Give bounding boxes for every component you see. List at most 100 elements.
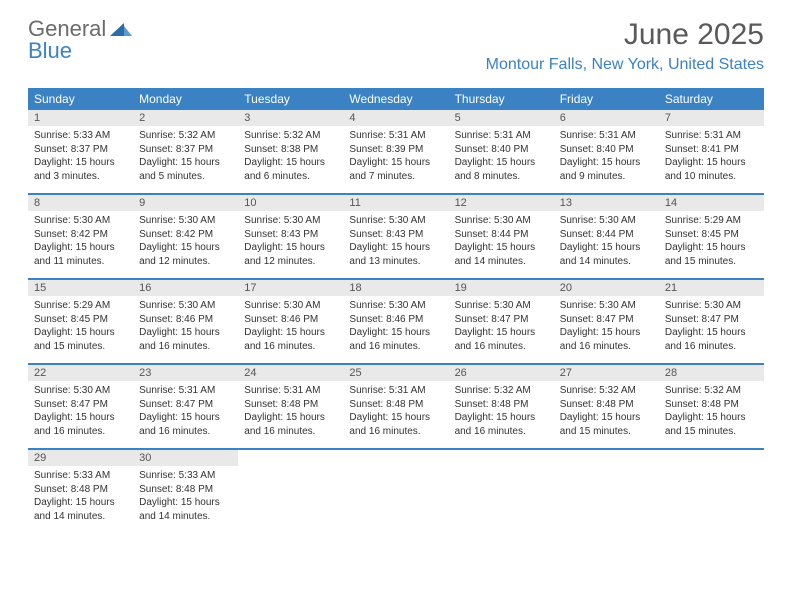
- sunrise-text: Sunrise: 5:32 AM: [665, 384, 758, 398]
- day-number: 1: [28, 110, 133, 126]
- sunrise-text: Sunrise: 5:30 AM: [349, 214, 442, 228]
- daylight-text: Daylight: 15 hours and 7 minutes.: [349, 156, 442, 183]
- daylight-text: Daylight: 15 hours and 3 minutes.: [34, 156, 127, 183]
- daylight-text: Daylight: 15 hours and 15 minutes.: [665, 241, 758, 268]
- day-number: 23: [133, 365, 238, 381]
- day-body: Sunrise: 5:29 AMSunset: 8:45 PMDaylight:…: [659, 211, 764, 278]
- day-body: Sunrise: 5:30 AMSunset: 8:44 PMDaylight:…: [449, 211, 554, 278]
- daylight-text: Daylight: 15 hours and 15 minutes.: [665, 411, 758, 438]
- sunrise-text: Sunrise: 5:33 AM: [139, 469, 232, 483]
- sunrise-text: Sunrise: 5:30 AM: [244, 214, 337, 228]
- daylight-text: Daylight: 15 hours and 6 minutes.: [244, 156, 337, 183]
- daylight-text: Daylight: 15 hours and 16 minutes.: [665, 326, 758, 353]
- sunset-text: Sunset: 8:48 PM: [665, 398, 758, 412]
- daylight-text: Daylight: 15 hours and 16 minutes.: [139, 411, 232, 438]
- calendar-day-cell: 23Sunrise: 5:31 AMSunset: 8:47 PMDayligh…: [133, 364, 238, 449]
- day-number: 6: [554, 110, 659, 126]
- day-body: Sunrise: 5:30 AMSunset: 8:43 PMDaylight:…: [343, 211, 448, 278]
- calendar-day-cell: 18Sunrise: 5:30 AMSunset: 8:46 PMDayligh…: [343, 279, 448, 364]
- daylight-text: Daylight: 15 hours and 8 minutes.: [455, 156, 548, 183]
- daylight-text: Daylight: 15 hours and 16 minutes.: [455, 411, 548, 438]
- day-number: 4: [343, 110, 448, 126]
- day-body: Sunrise: 5:30 AMSunset: 8:46 PMDaylight:…: [343, 296, 448, 363]
- sunrise-text: Sunrise: 5:30 AM: [665, 299, 758, 313]
- day-body: Sunrise: 5:32 AMSunset: 8:38 PMDaylight:…: [238, 126, 343, 193]
- daylight-text: Daylight: 15 hours and 14 minutes.: [455, 241, 548, 268]
- logo-word-blue: Blue: [28, 40, 132, 62]
- day-body: Sunrise: 5:30 AMSunset: 8:47 PMDaylight:…: [28, 381, 133, 448]
- daylight-text: Daylight: 15 hours and 13 minutes.: [349, 241, 442, 268]
- day-number: 13: [554, 195, 659, 211]
- sunrise-text: Sunrise: 5:31 AM: [139, 384, 232, 398]
- day-number: 15: [28, 280, 133, 296]
- calendar-day-cell: [554, 449, 659, 533]
- day-number: 30: [133, 450, 238, 466]
- brand-logo: General Blue: [28, 18, 132, 62]
- calendar-week-row: 1Sunrise: 5:33 AMSunset: 8:37 PMDaylight…: [28, 110, 764, 194]
- sunset-text: Sunset: 8:48 PM: [34, 483, 127, 497]
- daylight-text: Daylight: 15 hours and 16 minutes.: [34, 411, 127, 438]
- calendar-table: Sunday Monday Tuesday Wednesday Thursday…: [28, 88, 764, 533]
- sunset-text: Sunset: 8:41 PM: [665, 143, 758, 157]
- location-text: Montour Falls, New York, United States: [486, 56, 764, 74]
- sunset-text: Sunset: 8:46 PM: [244, 313, 337, 327]
- calendar-day-cell: 17Sunrise: 5:30 AMSunset: 8:46 PMDayligh…: [238, 279, 343, 364]
- day-header-row: Sunday Monday Tuesday Wednesday Thursday…: [28, 88, 764, 110]
- calendar-day-cell: 12Sunrise: 5:30 AMSunset: 8:44 PMDayligh…: [449, 194, 554, 279]
- sunset-text: Sunset: 8:47 PM: [34, 398, 127, 412]
- calendar-week-row: 15Sunrise: 5:29 AMSunset: 8:45 PMDayligh…: [28, 279, 764, 364]
- daylight-text: Daylight: 15 hours and 14 minutes.: [34, 496, 127, 523]
- sunrise-text: Sunrise: 5:32 AM: [560, 384, 653, 398]
- daylight-text: Daylight: 15 hours and 12 minutes.: [139, 241, 232, 268]
- calendar-week-row: 22Sunrise: 5:30 AMSunset: 8:47 PMDayligh…: [28, 364, 764, 449]
- day-number: 16: [133, 280, 238, 296]
- sunrise-text: Sunrise: 5:32 AM: [139, 129, 232, 143]
- calendar-day-cell: 30Sunrise: 5:33 AMSunset: 8:48 PMDayligh…: [133, 449, 238, 533]
- day-header: Monday: [133, 88, 238, 110]
- sunset-text: Sunset: 8:37 PM: [34, 143, 127, 157]
- day-header: Sunday: [28, 88, 133, 110]
- day-number: 24: [238, 365, 343, 381]
- daylight-text: Daylight: 15 hours and 14 minutes.: [560, 241, 653, 268]
- day-body: Sunrise: 5:31 AMSunset: 8:40 PMDaylight:…: [554, 126, 659, 193]
- day-body: Sunrise: 5:33 AMSunset: 8:48 PMDaylight:…: [133, 466, 238, 533]
- sunrise-text: Sunrise: 5:30 AM: [455, 299, 548, 313]
- sunrise-text: Sunrise: 5:30 AM: [139, 214, 232, 228]
- day-number: 5: [449, 110, 554, 126]
- day-header: Wednesday: [343, 88, 448, 110]
- sunrise-text: Sunrise: 5:31 AM: [349, 384, 442, 398]
- calendar-day-cell: 24Sunrise: 5:31 AMSunset: 8:48 PMDayligh…: [238, 364, 343, 449]
- calendar-day-cell: 4Sunrise: 5:31 AMSunset: 8:39 PMDaylight…: [343, 110, 448, 194]
- sunset-text: Sunset: 8:43 PM: [349, 228, 442, 242]
- sunrise-text: Sunrise: 5:30 AM: [139, 299, 232, 313]
- day-body: Sunrise: 5:31 AMSunset: 8:47 PMDaylight:…: [133, 381, 238, 448]
- sunrise-text: Sunrise: 5:32 AM: [244, 129, 337, 143]
- sunset-text: Sunset: 8:46 PM: [349, 313, 442, 327]
- calendar-day-cell: 19Sunrise: 5:30 AMSunset: 8:47 PMDayligh…: [449, 279, 554, 364]
- daylight-text: Daylight: 15 hours and 15 minutes.: [34, 326, 127, 353]
- sunrise-text: Sunrise: 5:30 AM: [34, 214, 127, 228]
- calendar-day-cell: 7Sunrise: 5:31 AMSunset: 8:41 PMDaylight…: [659, 110, 764, 194]
- day-body: Sunrise: 5:31 AMSunset: 8:41 PMDaylight:…: [659, 126, 764, 193]
- day-number: 25: [343, 365, 448, 381]
- day-number: 28: [659, 365, 764, 381]
- sunset-text: Sunset: 8:37 PM: [139, 143, 232, 157]
- calendar-day-cell: 10Sunrise: 5:30 AMSunset: 8:43 PMDayligh…: [238, 194, 343, 279]
- calendar-day-cell: [659, 449, 764, 533]
- calendar-day-cell: 29Sunrise: 5:33 AMSunset: 8:48 PMDayligh…: [28, 449, 133, 533]
- day-number: 26: [449, 365, 554, 381]
- sunrise-text: Sunrise: 5:31 AM: [665, 129, 758, 143]
- sunset-text: Sunset: 8:42 PM: [34, 228, 127, 242]
- sunset-text: Sunset: 8:48 PM: [455, 398, 548, 412]
- sunset-text: Sunset: 8:40 PM: [455, 143, 548, 157]
- day-body: Sunrise: 5:32 AMSunset: 8:48 PMDaylight:…: [659, 381, 764, 448]
- sunset-text: Sunset: 8:48 PM: [349, 398, 442, 412]
- day-header: Thursday: [449, 88, 554, 110]
- sunset-text: Sunset: 8:46 PM: [139, 313, 232, 327]
- sunset-text: Sunset: 8:39 PM: [349, 143, 442, 157]
- day-body: Sunrise: 5:33 AMSunset: 8:48 PMDaylight:…: [28, 466, 133, 533]
- day-body: Sunrise: 5:31 AMSunset: 8:40 PMDaylight:…: [449, 126, 554, 193]
- day-number: 22: [28, 365, 133, 381]
- sunrise-text: Sunrise: 5:29 AM: [665, 214, 758, 228]
- day-number: 18: [343, 280, 448, 296]
